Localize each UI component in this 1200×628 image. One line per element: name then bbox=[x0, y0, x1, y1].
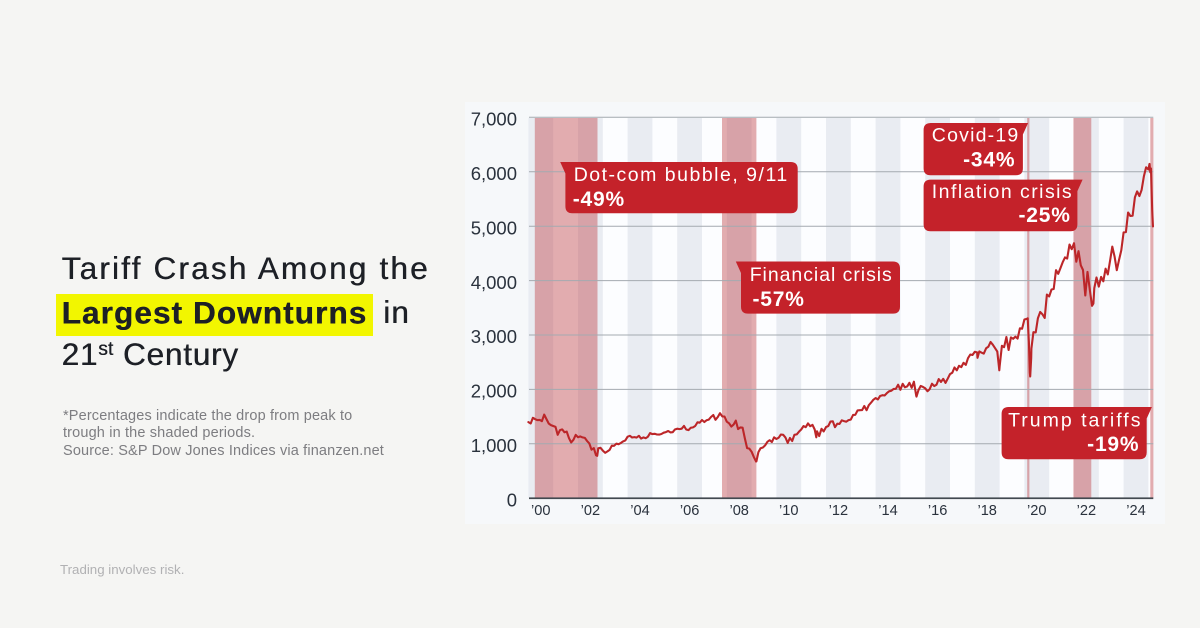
svg-text:’22: ’22 bbox=[1077, 503, 1096, 519]
svg-text:-25%: -25% bbox=[1018, 204, 1070, 227]
svg-text:1,000: 1,000 bbox=[471, 435, 517, 456]
svg-text:Financial crisis: Financial crisis bbox=[750, 264, 893, 286]
svg-text:Trump tariffs: Trump tariffs bbox=[1008, 409, 1142, 431]
svg-text:-57%: -57% bbox=[753, 288, 805, 311]
svg-text:-49%: -49% bbox=[573, 188, 625, 211]
svg-text:-19%: -19% bbox=[1087, 433, 1139, 456]
svg-text:’16: ’16 bbox=[928, 503, 947, 519]
svg-text:Inflation crisis: Inflation crisis bbox=[932, 181, 1073, 203]
svg-text:Covid-19: Covid-19 bbox=[932, 125, 1020, 147]
svg-text:’24: ’24 bbox=[1126, 503, 1145, 519]
svg-text:4,000: 4,000 bbox=[471, 272, 517, 293]
svg-text:3,000: 3,000 bbox=[471, 326, 517, 347]
svg-text:’20: ’20 bbox=[1027, 503, 1046, 519]
svg-text:’06: ’06 bbox=[680, 503, 699, 519]
svg-text:6,000: 6,000 bbox=[471, 163, 517, 184]
svg-text:’12: ’12 bbox=[829, 503, 848, 519]
svg-text:’10: ’10 bbox=[779, 503, 798, 519]
svg-text:5,000: 5,000 bbox=[471, 217, 517, 238]
svg-text:’00: ’00 bbox=[531, 503, 550, 519]
svg-text:-34%: -34% bbox=[963, 149, 1015, 172]
svg-text:2,000: 2,000 bbox=[471, 381, 517, 402]
svg-text:’02: ’02 bbox=[581, 503, 600, 519]
svg-text:Dot-com bubble, 9/11: Dot-com bubble, 9/11 bbox=[574, 164, 789, 186]
svg-text:7,000: 7,000 bbox=[471, 109, 517, 130]
svg-text:’14: ’14 bbox=[878, 503, 897, 519]
svg-text:’08: ’08 bbox=[729, 503, 748, 519]
svg-text:’18: ’18 bbox=[977, 503, 996, 519]
svg-text:’04: ’04 bbox=[630, 503, 649, 519]
svg-text:0: 0 bbox=[507, 489, 517, 510]
